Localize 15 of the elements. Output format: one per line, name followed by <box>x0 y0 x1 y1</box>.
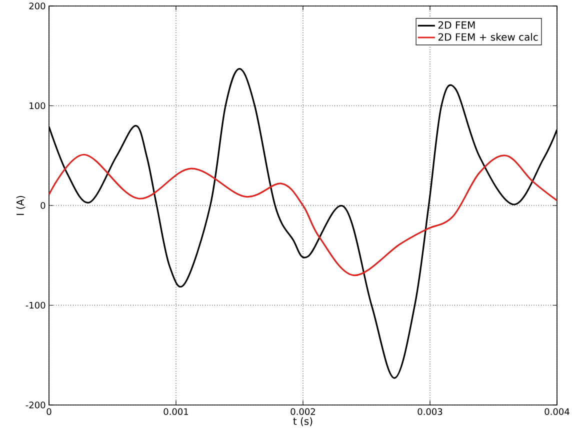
y-tick-label: -100 <box>26 302 46 309</box>
line-series <box>49 154 558 276</box>
y-tick-label: 200 <box>29 2 46 10</box>
y-tick-label: 100 <box>30 102 46 110</box>
y-tick-label: 0 <box>40 202 46 209</box>
x-axis-title: t (s) <box>293 417 312 426</box>
y-tick-label: -200 <box>26 402 46 408</box>
y-axis-title: I (A) <box>16 196 26 215</box>
x-tick-label: 0.003 <box>418 408 442 416</box>
x-tick-label: 0.001 <box>164 408 188 416</box>
x-tick-label: 0 <box>46 408 52 416</box>
legend-label: 2D FEM <box>438 21 475 29</box>
x-tick-label: 0.002 <box>290 408 315 416</box>
legend-label: 2D FEM + skew calc <box>438 33 538 41</box>
x-tick-label: 0.004 <box>544 408 570 416</box>
